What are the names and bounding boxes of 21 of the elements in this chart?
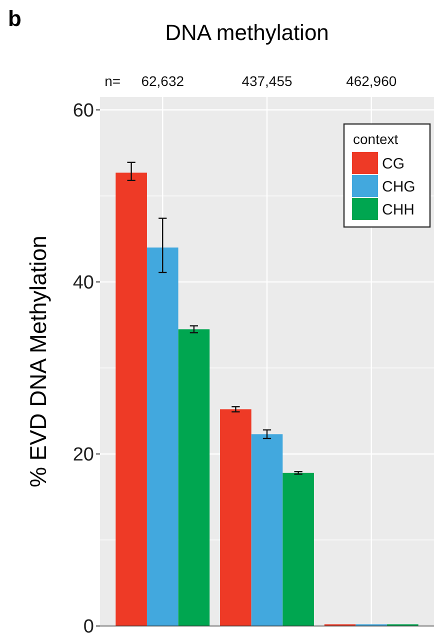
- y-tick-label: 0: [83, 616, 94, 638]
- y-tick-label: 60: [72, 100, 94, 122]
- x-tick-label: 462,960: [346, 73, 397, 89]
- chart-title: DNA methylation: [165, 20, 329, 45]
- bar: [282, 472, 314, 626]
- bar: [178, 329, 210, 626]
- bar: [116, 172, 147, 626]
- text: n=: [104, 73, 121, 89]
- y-tick-label: 20: [72, 444, 94, 466]
- bar: [220, 409, 252, 626]
- x-tick-label: 437,455: [242, 73, 293, 89]
- y-tick-label: 40: [72, 272, 94, 294]
- bar: [251, 434, 283, 626]
- text: b: [8, 6, 22, 31]
- legend-label: CHG: [382, 178, 416, 196]
- legend-label: CHH: [382, 201, 414, 218]
- bar: [146, 248, 178, 626]
- legend-label: CG: [382, 155, 404, 172]
- legend-title: context: [353, 131, 398, 147]
- x-tick-label: 62,632: [141, 73, 184, 89]
- y-axis-title: % EVD DNA Methylation: [25, 236, 51, 488]
